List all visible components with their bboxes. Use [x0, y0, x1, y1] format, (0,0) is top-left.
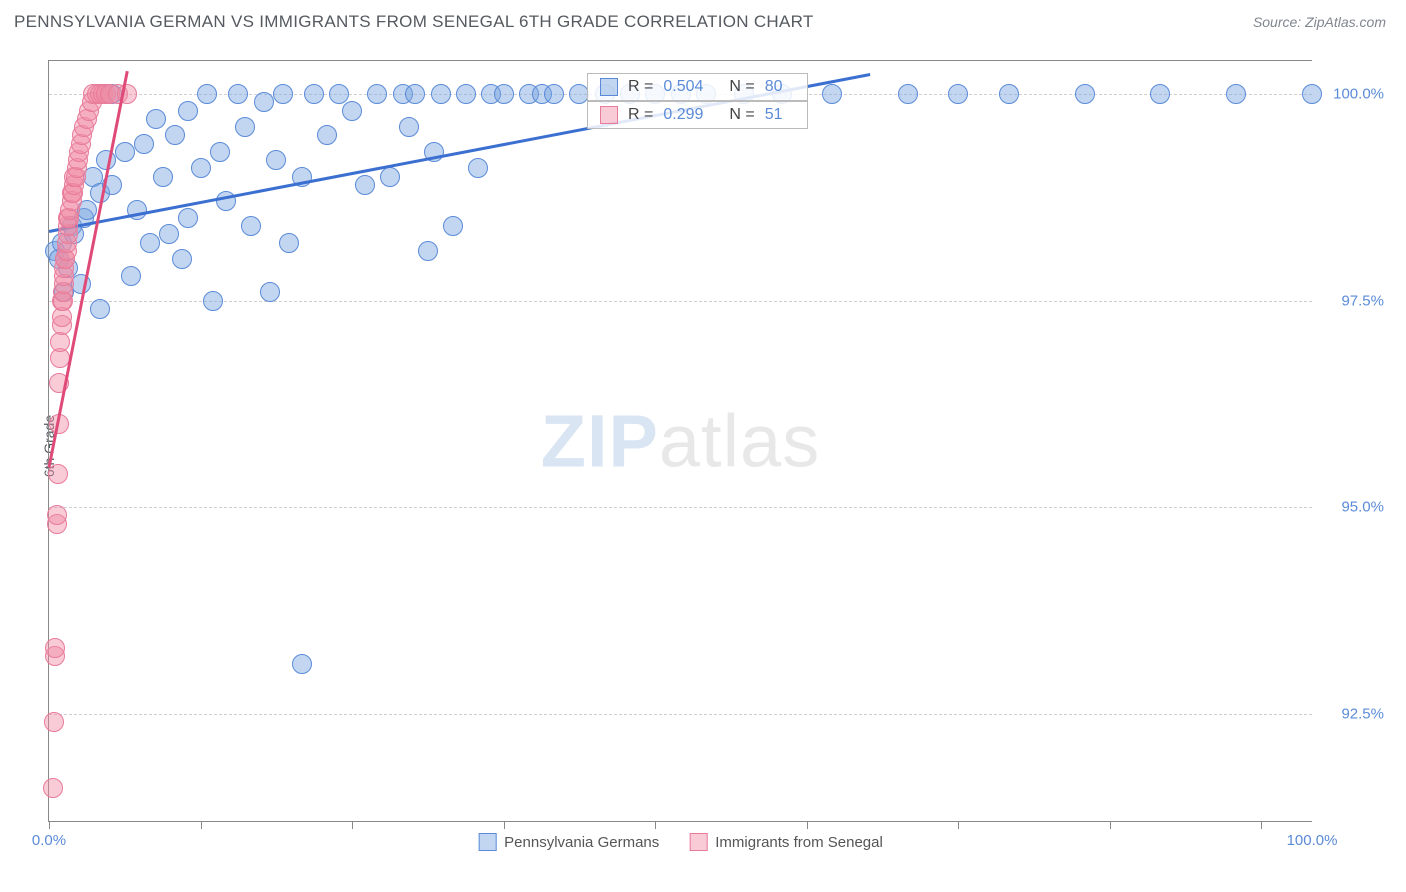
- x-tick-label: 100.0%: [1287, 832, 1338, 849]
- page-title: PENNSYLVANIA GERMAN VS IMMIGRANTS FROM S…: [14, 12, 814, 32]
- data-point: [292, 654, 312, 674]
- watermark: ZIPatlas: [541, 399, 820, 484]
- data-point: [159, 224, 179, 244]
- n-value: 80: [765, 78, 795, 96]
- plot-area: ZIPatlas 100.0%97.5%95.0%92.5%0.0%100.0%…: [48, 60, 1312, 822]
- r-value: 0.299: [663, 106, 719, 124]
- data-point: [266, 150, 286, 170]
- x-tick: [352, 821, 353, 829]
- data-point: [1302, 84, 1322, 104]
- y-tick-label: 97.5%: [1320, 292, 1384, 309]
- legend-swatch: [600, 78, 618, 96]
- legend-swatch: [689, 833, 707, 851]
- data-point: [443, 216, 463, 236]
- data-point: [948, 84, 968, 104]
- data-point: [44, 712, 64, 732]
- y-tick-label: 95.0%: [1320, 499, 1384, 516]
- r-value: 0.504: [663, 78, 719, 96]
- x-tick-label: 0.0%: [32, 832, 66, 849]
- data-point: [254, 92, 274, 112]
- y-tick-label: 100.0%: [1320, 86, 1384, 103]
- x-tick: [655, 821, 656, 829]
- data-point: [355, 175, 375, 195]
- x-tick: [807, 821, 808, 829]
- x-tick: [49, 821, 50, 829]
- legend-label: Immigrants from Senegal: [715, 834, 883, 851]
- legend-label: Pennsylvania Germans: [504, 834, 659, 851]
- n-label: N =: [729, 78, 754, 96]
- data-point: [153, 167, 173, 187]
- data-point: [172, 249, 192, 269]
- gridline: [49, 507, 1312, 508]
- data-point: [399, 117, 419, 137]
- data-point: [273, 84, 293, 104]
- legend-item: Immigrants from Senegal: [689, 833, 883, 851]
- data-point: [1075, 84, 1095, 104]
- data-point: [494, 84, 514, 104]
- data-point: [90, 299, 110, 319]
- x-tick: [1110, 821, 1111, 829]
- data-point: [1150, 84, 1170, 104]
- correlation-legend-row: R = 0.299 N = 51: [587, 101, 808, 129]
- data-point: [48, 464, 68, 484]
- data-point: [367, 84, 387, 104]
- data-point: [178, 101, 198, 121]
- y-tick-label: 92.5%: [1320, 705, 1384, 722]
- data-point: [115, 142, 135, 162]
- data-point: [456, 84, 476, 104]
- correlation-chart: 6th Grade ZIPatlas 100.0%97.5%95.0%92.5%…: [14, 46, 1392, 846]
- x-tick: [1261, 821, 1262, 829]
- data-point: [121, 266, 141, 286]
- data-point: [380, 167, 400, 187]
- data-point: [304, 84, 324, 104]
- x-tick: [201, 821, 202, 829]
- data-point: [405, 84, 425, 104]
- x-tick: [504, 821, 505, 829]
- data-point: [999, 84, 1019, 104]
- data-point: [898, 84, 918, 104]
- series-legend: Pennsylvania Germans Immigrants from Sene…: [478, 833, 883, 851]
- r-label: R =: [628, 106, 653, 124]
- data-point: [241, 216, 261, 236]
- data-point: [544, 84, 564, 104]
- legend-item: Pennsylvania Germans: [478, 833, 659, 851]
- data-point: [210, 142, 230, 162]
- data-point: [191, 158, 211, 178]
- data-point: [235, 117, 255, 137]
- gridline: [49, 714, 1312, 715]
- data-point: [431, 84, 451, 104]
- data-point: [260, 282, 280, 302]
- data-point: [203, 291, 223, 311]
- legend-swatch: [478, 833, 496, 851]
- data-point: [134, 134, 154, 154]
- source-label: Source: ZipAtlas.com: [1253, 14, 1386, 30]
- data-point: [43, 778, 63, 798]
- data-point: [822, 84, 842, 104]
- data-point: [197, 84, 217, 104]
- gridline: [49, 301, 1312, 302]
- data-point: [140, 233, 160, 253]
- legend-swatch: [600, 106, 618, 124]
- data-point: [418, 241, 438, 261]
- correlation-legend-row: R = 0.504 N = 80: [587, 73, 808, 101]
- r-label: R =: [628, 78, 653, 96]
- data-point: [178, 208, 198, 228]
- data-point: [228, 84, 248, 104]
- data-point: [45, 638, 65, 658]
- data-point: [468, 158, 488, 178]
- data-point: [317, 125, 337, 145]
- data-point: [47, 505, 67, 525]
- data-point: [1226, 84, 1246, 104]
- n-label: N =: [729, 106, 754, 124]
- data-point: [165, 125, 185, 145]
- data-point: [146, 109, 166, 129]
- data-point: [279, 233, 299, 253]
- x-tick: [958, 821, 959, 829]
- n-value: 51: [765, 106, 795, 124]
- data-point: [342, 101, 362, 121]
